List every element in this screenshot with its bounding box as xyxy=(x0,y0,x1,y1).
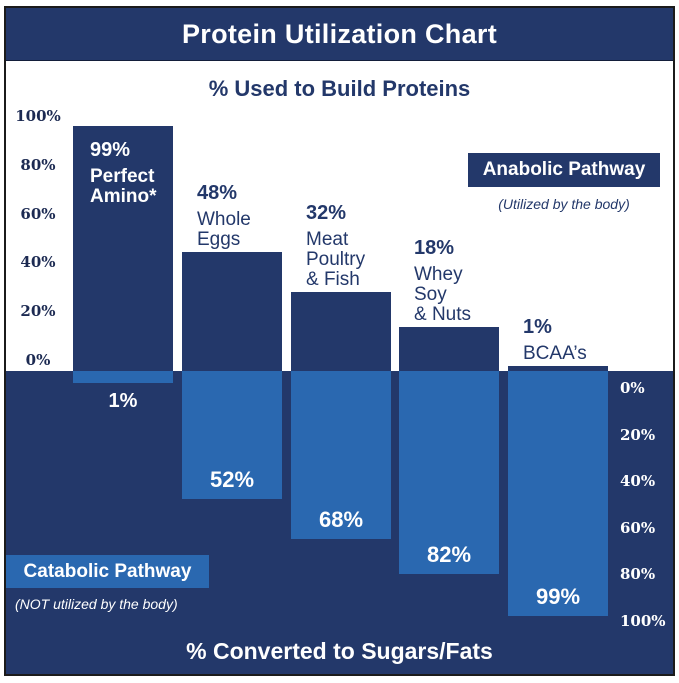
right-axis-tick-80: 80% xyxy=(620,565,656,583)
bar-percent-up-whey-soy-nuts: 18% xyxy=(414,237,455,259)
bar-catabolic-perfect-amino xyxy=(73,371,173,383)
bar-percent-down-whole-eggs: 52% xyxy=(209,467,255,492)
bar-anabolic-meat-poultry-fish xyxy=(291,292,391,371)
left-axis-tick-20: 20% xyxy=(20,302,56,320)
bar-anabolic-whey-soy-nuts xyxy=(399,327,499,371)
bar-category-bcaa-s: BCAA’s xyxy=(523,343,587,364)
bar-catabolic-bcaa-s xyxy=(508,371,608,616)
bar-anabolic-perfect-amino xyxy=(73,126,173,371)
right-axis-tick-0: 0% xyxy=(620,379,645,397)
bar-category-perfect-amino: Amino* xyxy=(90,186,157,207)
bar-category-whole-eggs: Whole xyxy=(197,209,251,230)
bar-percent-down-perfect-amino: 1% xyxy=(108,390,138,412)
bar-category-meat-poultry-fish: Poultry xyxy=(306,249,366,270)
bar-anabolic-whole-eggs xyxy=(182,252,282,371)
bar-label-whey-soy-nuts: 18% Whey Soy & Nuts xyxy=(414,238,471,325)
catabolic-legend-box: Catabolic Pathway xyxy=(6,555,209,588)
left-axis-tick-0: 0% xyxy=(25,351,51,369)
right-axis-tick-40: 40% xyxy=(620,472,656,490)
chart-frame: Protein Utilization Chart % Used to Buil… xyxy=(4,6,675,676)
bar-percent-down-bcaa-s: 99% xyxy=(535,584,581,609)
right-axis-tick-100: 100% xyxy=(620,612,666,630)
bar-percent-down-meat-poultry-fish: 68% xyxy=(318,507,364,532)
bar-catabolic-meat-poultry-fish xyxy=(291,371,391,539)
bar-percent-up-whole-eggs: 48% xyxy=(197,182,238,204)
left-axis-tick-100: 100% xyxy=(15,107,61,125)
bar-percent-up-bcaa-s: 1% xyxy=(523,316,552,338)
right-axis-tick-20: 20% xyxy=(620,426,656,444)
bar-category-meat-poultry-fish: & Fish xyxy=(306,269,360,290)
left-axis-tick-60: 60% xyxy=(20,205,56,223)
chart-title: Protein Utilization Chart xyxy=(181,19,497,49)
bar-category-perfect-amino: Perfect xyxy=(90,166,155,187)
lower-heading: % Converted to Sugars/Fats xyxy=(186,638,493,664)
catabolic-legend-subtext: (NOT utilized by the body) xyxy=(15,596,178,612)
bar-percent-down-whey-soy-nuts: 82% xyxy=(426,542,472,567)
upper-heading: % Used to Build Proteins xyxy=(208,76,471,101)
bar-category-whey-soy-nuts: Whey xyxy=(414,264,463,285)
left-axis-tick-80: 80% xyxy=(20,156,56,174)
bar-anabolic-bcaa-s xyxy=(508,366,608,371)
bar-category-whey-soy-nuts: & Nuts xyxy=(414,304,472,325)
bar-category-meat-poultry-fish: Meat xyxy=(306,229,349,250)
left-axis-tick-40: 40% xyxy=(20,253,56,271)
bar-catabolic-whey-soy-nuts xyxy=(399,371,499,574)
bar-label-whole-eggs: 48% Whole Eggs xyxy=(197,183,251,250)
anabolic-legend-subtext: (Utilized by the body) xyxy=(498,196,630,212)
bar-label-bcaa-s: 1% BCAA’s xyxy=(523,317,587,364)
anabolic-legend-box: Anabolic Pathway xyxy=(468,153,660,187)
bar-percent-up-perfect-amino: 99% xyxy=(90,139,131,161)
right-axis-tick-60: 60% xyxy=(620,519,656,537)
bar-category-whey-soy-nuts: Soy xyxy=(414,284,447,305)
bar-percent-up-meat-poultry-fish: 32% xyxy=(306,202,347,224)
bar-category-whole-eggs: Eggs xyxy=(197,229,241,250)
bar-catabolic-whole-eggs xyxy=(182,371,282,499)
bar-label-perfect-amino: 99% Perfect Amino* xyxy=(90,140,157,207)
chart-title-bar: Protein Utilization Chart xyxy=(6,8,673,61)
bar-label-meat-poultry-fish: 32% Meat Poultry & Fish xyxy=(306,203,365,290)
